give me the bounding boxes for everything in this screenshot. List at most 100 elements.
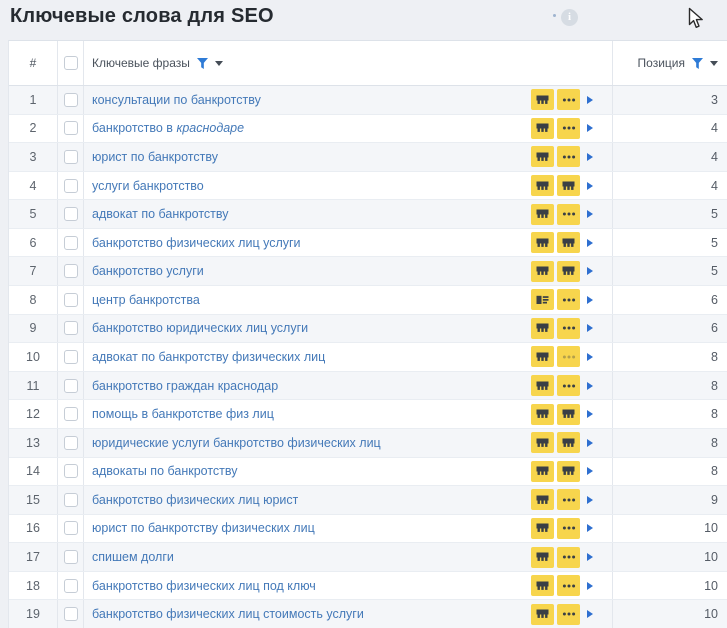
- frequency-histogram-icon-button[interactable]: [531, 203, 554, 225]
- row-checkbox[interactable]: [63, 264, 78, 279]
- row-checkbox[interactable]: [63, 121, 78, 136]
- details-list-icon-button[interactable]: [531, 289, 554, 311]
- phrase-caret-down-icon[interactable]: [214, 60, 223, 66]
- ellipsis-menu-icon-button[interactable]: [557, 146, 580, 168]
- keyword-link[interactable]: банкротство юридических лиц услуги: [92, 321, 309, 336]
- frequency-histogram-icon-button[interactable]: [531, 175, 554, 197]
- ellipsis-menu-icon-button[interactable]: [557, 575, 580, 597]
- keyword-link[interactable]: банкротство физических лиц юрист: [92, 492, 299, 507]
- keyword-link[interactable]: банкротство услуги: [92, 264, 204, 279]
- keyword-link[interactable]: услуги банкротство: [92, 178, 204, 193]
- keyword-link[interactable]: адвокат по банкротству физических лиц: [92, 349, 326, 364]
- ellipsis-menu-icon-button[interactable]: [557, 317, 580, 339]
- row-checkbox[interactable]: [63, 349, 78, 364]
- ellipsis-menu-icon-button[interactable]: [557, 89, 580, 111]
- frequency-histogram-icon-button[interactable]: [557, 175, 580, 197]
- frequency-histogram-icon-button[interactable]: [531, 317, 554, 339]
- frequency-histogram-icon-button[interactable]: [531, 517, 554, 539]
- frequency-histogram-icon-button[interactable]: [531, 346, 554, 368]
- row-checkbox[interactable]: [63, 235, 78, 250]
- row-checkbox[interactable]: [63, 550, 78, 565]
- ellipsis-menu-icon-button[interactable]: [557, 489, 580, 511]
- row-checkbox[interactable]: [63, 149, 78, 164]
- frequency-histogram-icon-button[interactable]: [531, 575, 554, 597]
- keyword-link[interactable]: адвокат по банкротству: [92, 207, 229, 222]
- expand-arrow-icon[interactable]: [587, 467, 593, 476]
- keyword-link[interactable]: банкротство в краснодаре: [92, 121, 245, 136]
- keyword-link[interactable]: спишем долги: [92, 550, 174, 565]
- row-checkbox[interactable]: [63, 378, 78, 393]
- row-checkbox[interactable]: [63, 207, 78, 222]
- keyword-link[interactable]: юридические услуги банкротство физически…: [92, 435, 381, 450]
- frequency-histogram-icon-button[interactable]: [531, 403, 554, 425]
- expand-arrow-icon[interactable]: [587, 553, 593, 562]
- keyword-link[interactable]: консультации по банкротству: [92, 92, 261, 107]
- frequency-histogram-icon-button[interactable]: [557, 460, 580, 482]
- row-checkbox[interactable]: [63, 435, 78, 450]
- keyword-link[interactable]: адвокаты по банкротству: [92, 464, 238, 479]
- frequency-histogram-icon-button[interactable]: [557, 232, 580, 254]
- expand-arrow-icon[interactable]: [587, 124, 593, 133]
- frequency-histogram-icon-button[interactable]: [531, 603, 554, 625]
- position-filter-icon[interactable]: [692, 57, 703, 69]
- ellipsis-menu-icon-button[interactable]: [557, 117, 580, 139]
- keyword-link[interactable]: банкротство физических лиц стоимость усл…: [92, 607, 364, 622]
- keyword-link[interactable]: юрист по банкротству физических лиц: [92, 521, 315, 536]
- ellipsis-menu-icon-button[interactable]: [557, 546, 580, 568]
- phrase-filter-icon[interactable]: [196, 57, 208, 69]
- ellipsis-menu-icon-button[interactable]: [557, 375, 580, 397]
- row-checkbox[interactable]: [63, 407, 78, 422]
- frequency-histogram-icon-button[interactable]: [531, 460, 554, 482]
- frequency-histogram-icon-button[interactable]: [531, 232, 554, 254]
- row-checkbox[interactable]: [63, 321, 78, 336]
- keyword-link[interactable]: помощь в банкротстве физ лиц: [92, 407, 274, 422]
- frequency-histogram-icon-button[interactable]: [531, 375, 554, 397]
- keyword-link[interactable]: банкротство физических лиц услуги: [92, 235, 301, 250]
- keyword-link[interactable]: банкротство физических лиц под ключ: [92, 578, 316, 593]
- frequency-histogram-icon-button[interactable]: [531, 117, 554, 139]
- expand-arrow-icon[interactable]: [587, 495, 593, 504]
- expand-arrow-icon[interactable]: [587, 295, 593, 304]
- expand-arrow-icon[interactable]: [587, 610, 593, 619]
- info-icon[interactable]: i: [561, 9, 578, 26]
- keyword-link[interactable]: юрист по банкротству: [92, 149, 218, 164]
- keyword-link[interactable]: банкротство граждан краснодар: [92, 378, 279, 393]
- frequency-histogram-icon-button[interactable]: [531, 260, 554, 282]
- keyword-link[interactable]: центр банкротства: [92, 292, 200, 307]
- expand-arrow-icon[interactable]: [587, 438, 593, 447]
- row-checkbox[interactable]: [63, 492, 78, 507]
- select-all-checkbox[interactable]: [63, 56, 78, 70]
- expand-arrow-icon[interactable]: [587, 524, 593, 533]
- expand-arrow-icon[interactable]: [587, 152, 593, 161]
- expand-arrow-icon[interactable]: [587, 238, 593, 247]
- position-caret-down-icon[interactable]: [710, 60, 718, 66]
- row-checkbox[interactable]: [63, 607, 78, 622]
- frequency-histogram-icon-button[interactable]: [531, 432, 554, 454]
- row-checkbox[interactable]: [63, 292, 78, 307]
- frequency-histogram-icon-button[interactable]: [531, 146, 554, 168]
- frequency-histogram-icon-button[interactable]: [531, 89, 554, 111]
- frequency-histogram-icon-button[interactable]: [557, 403, 580, 425]
- ellipsis-menu-icon-button[interactable]: [557, 346, 580, 368]
- expand-arrow-icon[interactable]: [587, 181, 593, 190]
- row-checkbox[interactable]: [63, 178, 78, 193]
- frequency-histogram-icon-button[interactable]: [557, 260, 580, 282]
- ellipsis-menu-icon-button[interactable]: [557, 289, 580, 311]
- expand-arrow-icon[interactable]: [587, 381, 593, 390]
- frequency-histogram-icon-button[interactable]: [531, 489, 554, 511]
- ellipsis-menu-icon-button[interactable]: [557, 203, 580, 225]
- expand-arrow-icon[interactable]: [587, 95, 593, 104]
- ellipsis-menu-icon-button[interactable]: [557, 517, 580, 539]
- frequency-histogram-icon-button[interactable]: [557, 432, 580, 454]
- row-checkbox[interactable]: [63, 521, 78, 536]
- expand-arrow-icon[interactable]: [587, 581, 593, 590]
- row-checkbox[interactable]: [63, 464, 78, 479]
- row-checkbox[interactable]: [63, 92, 78, 107]
- expand-arrow-icon[interactable]: [587, 352, 593, 361]
- expand-arrow-icon[interactable]: [587, 410, 593, 419]
- frequency-histogram-icon-button[interactable]: [531, 546, 554, 568]
- expand-arrow-icon[interactable]: [587, 210, 593, 219]
- row-checkbox[interactable]: [63, 578, 78, 593]
- expand-arrow-icon[interactable]: [587, 324, 593, 333]
- expand-arrow-icon[interactable]: [587, 267, 593, 276]
